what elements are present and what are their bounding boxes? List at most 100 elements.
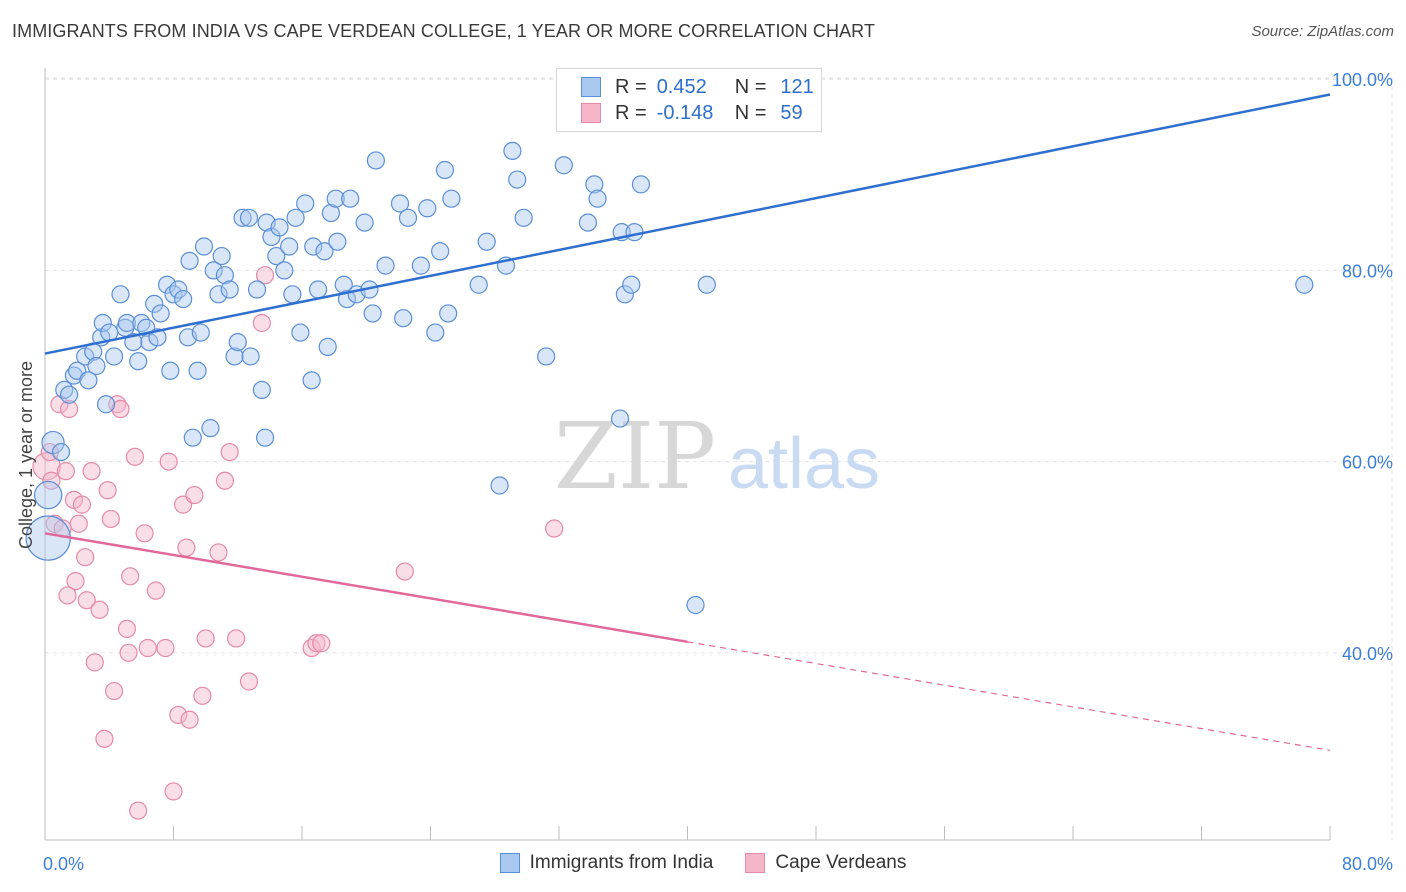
india-point — [1295, 275, 1314, 294]
india-point — [376, 256, 395, 275]
legend-item-cape-verdeans[interactable]: Cape Verdeans — [745, 852, 906, 874]
india-point — [247, 280, 267, 299]
cape-verdean-point — [95, 729, 114, 748]
cape-verdeans-swatch — [581, 103, 601, 123]
india-point — [578, 213, 598, 232]
cape-verdean-point — [312, 634, 331, 653]
cape-verdean-point — [252, 313, 271, 333]
cape-verdean-point — [180, 710, 199, 729]
india-point — [315, 242, 334, 261]
india-point — [161, 361, 180, 380]
x-tick-label-right: 80.0% — [1342, 854, 1393, 874]
india-point — [625, 223, 644, 242]
india-point — [411, 256, 430, 275]
india-swatch — [499, 853, 520, 873]
india-point — [183, 428, 202, 447]
legend-item-india[interactable]: Immigrants from India — [499, 852, 713, 874]
india-trend-line — [44, 93, 1331, 355]
cape-verdean-point — [59, 399, 79, 419]
cape-verdean-point — [159, 452, 178, 471]
india-point — [296, 194, 315, 213]
cape-verdean-point — [239, 672, 259, 691]
india-point — [180, 251, 199, 270]
india-point — [366, 151, 385, 170]
watermark: ZIP atlas — [554, 403, 880, 510]
r-label: R = — [615, 75, 647, 98]
cape-verdean-point — [117, 619, 137, 639]
india-point — [87, 356, 106, 376]
india-point — [188, 361, 207, 380]
cape-verdean-point — [85, 653, 104, 672]
cape-verdean-point — [121, 567, 140, 586]
india-point — [194, 237, 214, 256]
india-point — [239, 208, 259, 227]
y-tick-label: 40.0% — [1342, 644, 1393, 664]
india-point — [697, 275, 716, 294]
india-point — [255, 428, 275, 447]
india-point — [490, 476, 509, 495]
cape-verdean-point — [135, 524, 154, 543]
cape-verdeans-swatch — [745, 853, 766, 873]
india-point — [270, 218, 289, 237]
india-point — [157, 275, 177, 294]
india-point — [341, 189, 360, 208]
cape-verdean-point — [69, 514, 88, 533]
cape-verdean-point — [72, 495, 92, 514]
india-point — [363, 304, 382, 323]
india-point — [104, 347, 124, 366]
r-value-cape-verdeans: -0.148 — [656, 101, 714, 124]
x-tick-label-left: 0.0% — [43, 854, 84, 874]
cape-verdeans-points — [32, 266, 564, 820]
cape-verdean-point — [76, 548, 95, 567]
india-point — [212, 246, 231, 266]
legend-row-india: R = 0.452 N = 121 — [581, 74, 814, 100]
india-point — [418, 199, 437, 218]
india-point — [426, 323, 445, 342]
india-point — [308, 280, 328, 299]
cape-verdean-point — [42, 471, 61, 490]
india-point — [390, 194, 410, 213]
india-point — [241, 347, 260, 366]
india-point — [191, 323, 210, 342]
india-point — [151, 304, 170, 323]
n-value-india: 121 — [780, 75, 814, 98]
cape-verdean-point — [215, 471, 234, 490]
watermark-zip: ZIP — [554, 403, 716, 510]
india-point — [267, 246, 286, 266]
cape-verdean-point — [101, 509, 120, 529]
india-point — [275, 261, 294, 280]
cape-verdean-point — [185, 485, 204, 505]
india-point — [398, 208, 418, 227]
india-point — [283, 285, 302, 304]
india-point — [302, 371, 321, 390]
india-point — [318, 337, 337, 356]
india-point — [291, 323, 310, 342]
series-legend: Immigrants from India Cape Verdeans — [0, 852, 1406, 874]
india-point — [220, 280, 239, 299]
india-points — [25, 141, 1314, 615]
india-point — [631, 175, 651, 194]
india-point — [686, 595, 705, 615]
india-point — [304, 237, 323, 256]
cape-verdean-point — [395, 562, 414, 581]
india-point — [431, 242, 450, 261]
n-value-cape-verdeans: 59 — [780, 101, 803, 124]
india-point — [111, 285, 130, 304]
axes — [44, 68, 1331, 841]
cape-verdean-point — [98, 481, 117, 500]
cape-verdean-trend-line — [44, 532, 688, 644]
cape-verdean-point — [56, 462, 75, 481]
r-value-india: 0.452 — [656, 75, 707, 98]
india-point — [117, 313, 137, 333]
n-label: N = — [734, 101, 767, 124]
india-point — [204, 261, 223, 280]
cape-verdean-point — [164, 782, 183, 801]
india-point — [337, 289, 357, 309]
india-point — [585, 175, 604, 194]
india-point — [228, 333, 247, 352]
cape-verdean-point — [146, 581, 165, 600]
india-point — [394, 309, 413, 328]
india-point — [477, 232, 496, 251]
cape-verdean-point — [307, 634, 326, 653]
